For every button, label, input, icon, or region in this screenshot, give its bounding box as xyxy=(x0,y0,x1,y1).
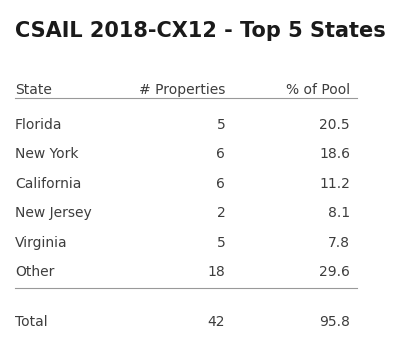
Text: # Properties: # Properties xyxy=(139,83,225,97)
Text: California: California xyxy=(15,177,81,191)
Text: 7.8: 7.8 xyxy=(328,236,350,250)
Text: Florida: Florida xyxy=(15,118,62,131)
Text: 11.2: 11.2 xyxy=(319,177,350,191)
Text: CSAIL 2018-CX12 - Top 5 States: CSAIL 2018-CX12 - Top 5 States xyxy=(15,21,386,40)
Text: 5: 5 xyxy=(217,236,225,250)
Text: 18.6: 18.6 xyxy=(319,147,350,161)
Text: % of Pool: % of Pool xyxy=(286,83,350,97)
Text: 95.8: 95.8 xyxy=(319,315,350,329)
Text: 8.1: 8.1 xyxy=(328,206,350,220)
Text: 6: 6 xyxy=(216,177,225,191)
Text: New York: New York xyxy=(15,147,79,161)
Text: Virginia: Virginia xyxy=(15,236,68,250)
Text: 42: 42 xyxy=(208,315,225,329)
Text: Total: Total xyxy=(15,315,47,329)
Text: New Jersey: New Jersey xyxy=(15,206,92,220)
Text: 20.5: 20.5 xyxy=(320,118,350,131)
Text: State: State xyxy=(15,83,52,97)
Text: 6: 6 xyxy=(216,147,225,161)
Text: Other: Other xyxy=(15,266,54,279)
Text: 18: 18 xyxy=(207,266,225,279)
Text: 29.6: 29.6 xyxy=(319,266,350,279)
Text: 2: 2 xyxy=(217,206,225,220)
Text: 5: 5 xyxy=(217,118,225,131)
